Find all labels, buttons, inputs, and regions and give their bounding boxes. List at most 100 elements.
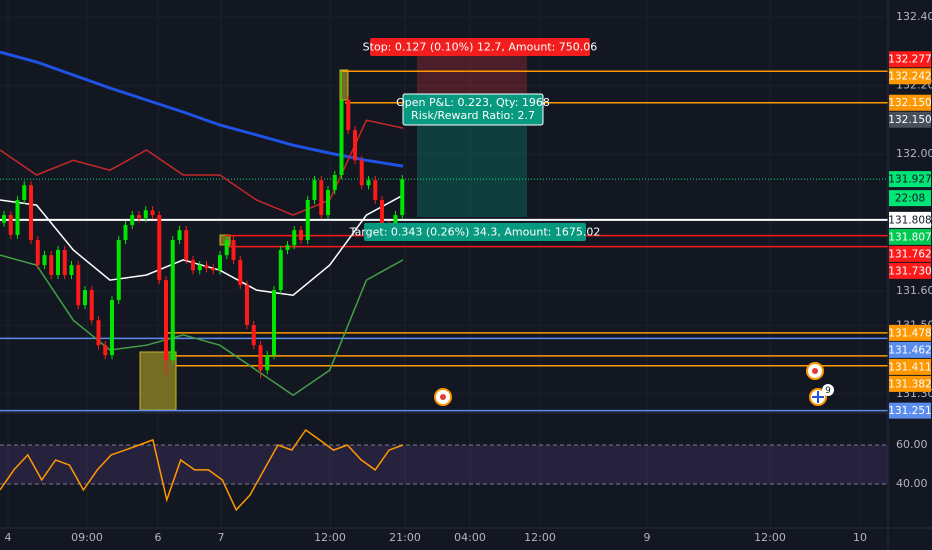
price-tag-bg	[889, 228, 931, 245]
rsi-tick-label: 60.00	[896, 438, 928, 451]
price-tag-label: 131.411	[888, 361, 931, 373]
candle-body	[143, 210, 148, 219]
indicator-line	[0, 194, 404, 296]
x-tick-label: 10	[853, 531, 867, 544]
price-tag-bg	[889, 68, 931, 85]
candle-body	[177, 230, 182, 241]
candle-body	[49, 255, 54, 276]
candle-body	[164, 280, 168, 360]
candle-body	[110, 300, 114, 356]
candle-body	[251, 325, 256, 346]
candle-body	[103, 345, 108, 356]
stop-label: Stop: 0.127 (0.10%) 12.7, Amount: 750.06	[363, 41, 598, 54]
candle-body	[380, 200, 384, 226]
candle-body	[204, 265, 209, 269]
candle-body	[96, 320, 101, 346]
x-tick-label: 9	[644, 531, 651, 544]
price-tag-bg	[889, 341, 931, 358]
candle-body	[299, 230, 303, 241]
price-tag-label: 131.462	[888, 344, 931, 356]
candle-body	[157, 215, 162, 281]
candle-body	[278, 250, 283, 291]
x-tick-label: 4	[5, 531, 12, 544]
price-tag: 132.242	[888, 68, 932, 85]
risk-reward-label: Risk/Reward Ratio: 2.7	[411, 109, 535, 122]
candle-body	[62, 250, 67, 276]
highlight-box	[139, 351, 177, 411]
price-tag-label: 132.150	[888, 114, 931, 126]
candle-body	[184, 230, 189, 260]
candle-body	[2, 215, 6, 223]
event-badge: 9	[825, 386, 831, 396]
candle-body	[218, 255, 222, 271]
candle-body	[346, 100, 351, 131]
candle-body	[272, 290, 276, 356]
price-tag: 131.927 22:08	[888, 171, 932, 207]
event-icon[interactable]	[809, 388, 827, 406]
price-tag-bg	[889, 375, 931, 392]
x-tick-label: 12:00	[754, 531, 786, 544]
countdown: 22:08	[895, 193, 925, 205]
event-icon[interactable]	[806, 362, 824, 380]
rsi-line	[0, 428, 404, 512]
event-badge-bg	[822, 384, 834, 396]
x-tick-label: 21:00	[389, 531, 421, 544]
candle-body	[319, 180, 324, 216]
candle-body	[15, 200, 20, 235]
price-tag-bg	[889, 358, 931, 375]
candle-body	[393, 215, 398, 231]
candle-body	[305, 200, 310, 241]
candle-body	[76, 265, 81, 306]
candle-body	[339, 100, 344, 176]
price-tag-label: 131.478	[888, 327, 931, 339]
indicator-line	[0, 50, 404, 168]
candle-body	[137, 215, 141, 219]
price-tag-label: 131.927	[888, 174, 931, 186]
candle-body	[258, 345, 263, 371]
price-tag-bg	[889, 324, 931, 341]
x-tick-label: 09:00	[71, 531, 103, 544]
candle-body	[224, 240, 229, 256]
candle-body	[89, 290, 94, 321]
target-label: Target: 0.343 (0.26%) 34.3, Amount: 1675…	[349, 226, 601, 239]
price-tag-label: 132.242	[888, 71, 931, 83]
candle-body	[231, 240, 236, 260]
price-tag-bg	[889, 94, 931, 111]
price-tag: 131.462	[888, 341, 932, 358]
candle-body	[326, 190, 330, 216]
price-tag-bg	[889, 51, 931, 68]
y-tick-label: 131.600	[896, 284, 932, 297]
candle-body	[211, 268, 216, 271]
event-icon[interactable]	[434, 388, 452, 406]
candle-body	[29, 185, 33, 241]
candle-body	[245, 284, 249, 326]
target-label-bg	[364, 223, 586, 241]
y-tick-label: 132.000	[896, 147, 932, 160]
price-tag: 132.150	[888, 111, 932, 128]
indicator-line	[0, 254, 404, 397]
price-tag: 132.150	[888, 94, 932, 111]
candle-body	[332, 175, 337, 191]
candle-body	[366, 180, 371, 186]
price-tag: 131.478	[888, 324, 932, 341]
candle-body	[83, 290, 87, 306]
price-tag: 132.277	[888, 51, 932, 68]
countdown-bg	[889, 190, 931, 207]
candle-body	[170, 240, 175, 360]
price-tag-label: 132.150	[888, 97, 931, 109]
pnl-label-bg	[402, 93, 544, 126]
candle-body	[359, 160, 364, 186]
candle-body	[116, 240, 121, 301]
price-tag: 131.251	[888, 402, 932, 419]
x-tick-label: 12:00	[524, 531, 556, 544]
price-tag-label: 131.251	[888, 405, 931, 417]
price-tag-label: 131.730	[888, 265, 931, 277]
candle-body	[292, 230, 297, 246]
candle-body	[373, 180, 378, 201]
candle-body	[265, 355, 270, 371]
candle-body	[35, 240, 40, 266]
candle-body	[191, 259, 195, 271]
y-tick-label: 132.400	[896, 10, 932, 23]
price-tag-bg	[889, 211, 931, 228]
